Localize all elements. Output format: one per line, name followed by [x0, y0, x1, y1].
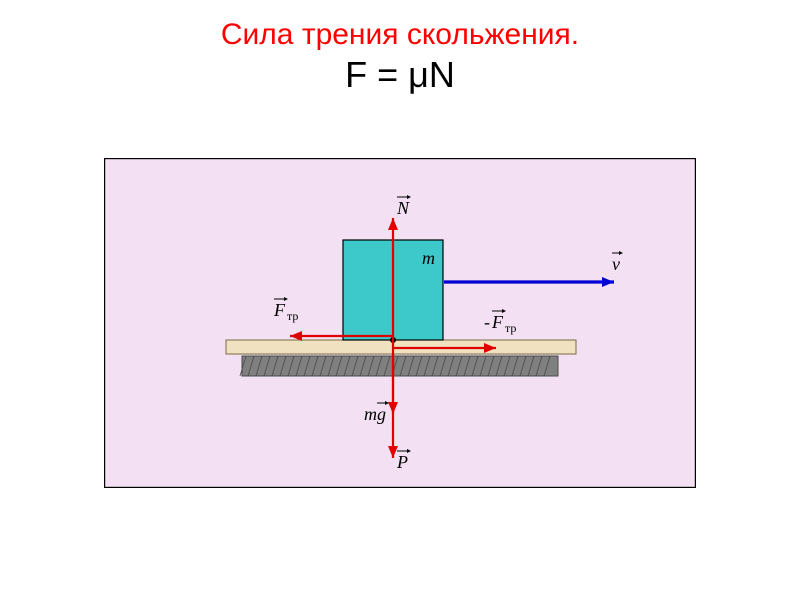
mass-label: m [422, 248, 435, 268]
svg-text:v: v [612, 254, 620, 274]
svg-text:P: P [396, 452, 408, 472]
svg-text:F: F [273, 300, 286, 320]
svg-text:F: F [491, 312, 504, 332]
svg-text:g: g [377, 404, 386, 424]
svg-text:N: N [396, 198, 410, 218]
label-mg: mg [364, 401, 389, 424]
svg-text:тр: тр [505, 321, 516, 335]
label-N: N [396, 195, 411, 218]
formula: F = μN [0, 54, 800, 96]
support-base [242, 356, 558, 376]
diagram-svg: mNmgPFтр-Fтрv [104, 158, 696, 488]
page-title: Сила трения скольжения. [0, 18, 800, 52]
physics-diagram: mNmgPFтр-Fтрv [104, 158, 696, 488]
svg-text:тр: тр [287, 309, 298, 323]
svg-text:m: m [364, 404, 377, 424]
svg-text:-: - [484, 312, 490, 332]
title-block: Сила трения скольжения. F = μN [0, 0, 800, 96]
